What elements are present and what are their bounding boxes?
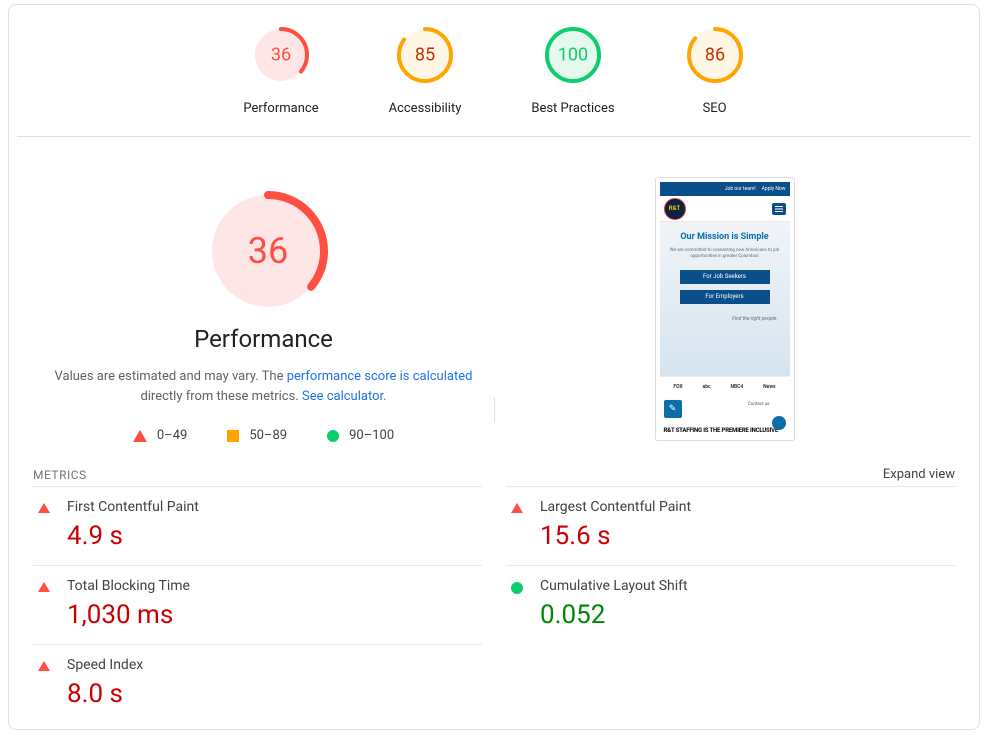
legend-triangle: 0–49 xyxy=(133,428,187,443)
triangle-icon xyxy=(38,582,50,592)
preview-logo: R&T xyxy=(664,198,686,220)
preview-logo-item: FOX xyxy=(673,384,682,390)
gauge-accessibility-label: Accessibility xyxy=(389,101,462,116)
page-screenshot: Job our team! Apply Now R&T Our Mission … xyxy=(655,177,795,441)
legend-label: 50–89 xyxy=(249,428,287,443)
preview-topbar: Job our team! Apply Now xyxy=(660,182,790,196)
metric-status-icon xyxy=(37,503,51,513)
metrics-header: METRICS Expand view xyxy=(9,459,979,486)
score-legend: 0–49 50–89 90–100 xyxy=(133,428,394,443)
svg-text:100: 100 xyxy=(558,45,588,66)
square-icon xyxy=(227,430,239,442)
metric-value: 1,030 ms xyxy=(67,600,190,630)
gauge-performance-label: Performance xyxy=(243,101,318,116)
metric-status-icon xyxy=(37,661,51,671)
gauge-best-practices[interactable]: 100 Best Practices xyxy=(531,25,614,116)
circle-icon xyxy=(511,582,523,594)
screenshot-preview-column: Job our team! Apply Now R&T Our Mission … xyxy=(494,167,955,443)
legend-square: 50–89 xyxy=(227,428,287,443)
metric-status-icon xyxy=(37,582,51,592)
metrics-section-title: METRICS xyxy=(33,468,87,482)
gauge-performance[interactable]: 36 Performance xyxy=(243,25,318,116)
desc-text: Values are estimated and may vary. The xyxy=(55,369,287,384)
preview-logo-item: abc xyxy=(703,384,711,390)
metric-name: Cumulative Layout Shift xyxy=(540,578,688,594)
preview-logo-item: News xyxy=(763,384,775,390)
performance-summary: 36 Performance Values are estimated and … xyxy=(33,167,494,443)
triangle-icon xyxy=(511,503,523,513)
preview-chat-icon xyxy=(772,416,786,430)
gauge-accessibility-ring: 85 xyxy=(395,25,455,89)
metric-value: 0.052 xyxy=(540,600,688,630)
metric-total-blocking-time[interactable]: Total Blocking Time 1,030 ms xyxy=(33,565,482,644)
svg-text:36: 36 xyxy=(271,45,291,66)
metric-largest-contentful-paint[interactable]: Largest Contentful Paint 15.6 s xyxy=(506,486,955,565)
preview-header: R&T xyxy=(660,196,790,222)
performance-big-gauge: 36 xyxy=(204,187,324,307)
preview-logo-item: NBC4 xyxy=(730,384,743,390)
category-gauges-row: 36 Performance 85 Accessibility 100 Best… xyxy=(17,25,971,137)
preview-footer: ✎ Contact us R&T STAFFING IS THE PREMIER… xyxy=(660,396,790,436)
vertical-divider xyxy=(494,397,495,423)
desc-text-2: directly from these metrics. xyxy=(140,389,302,404)
svg-text:85: 85 xyxy=(415,45,435,66)
preview-contact: Contact us xyxy=(748,402,770,407)
preview-topbar-left: Job our team! xyxy=(725,186,756,192)
metric-value: 15.6 s xyxy=(540,521,691,551)
preview-topbar-right: Apply Now xyxy=(762,186,786,192)
gauge-best-practices-ring: 100 xyxy=(543,25,603,89)
gauge-best-practices-label: Best Practices xyxy=(531,101,614,116)
metric-cumulative-layout-shift[interactable]: Cumulative Layout Shift 0.052 xyxy=(506,565,955,644)
metric-value: 8.0 s xyxy=(67,679,143,709)
preview-btn-2: For Employers xyxy=(680,290,770,304)
metric-speed-index[interactable]: Speed Index 8.0 s xyxy=(33,644,482,723)
preview-btn-1: For Job Seekers xyxy=(680,270,770,284)
metric-value: 4.9 s xyxy=(67,521,199,551)
metric-name: Speed Index xyxy=(67,657,143,673)
gauge-accessibility[interactable]: 85 Accessibility xyxy=(389,25,462,116)
gauge-seo-label: SEO xyxy=(703,101,727,116)
preview-edit-icon: ✎ xyxy=(664,400,682,418)
metric-name: Total Blocking Time xyxy=(67,578,190,594)
preview-headline: R&T STAFFING IS THE PREMIERE INCLUSIVE xyxy=(664,427,779,434)
performance-description: Values are estimated and may vary. The p… xyxy=(54,367,474,406)
preview-tagline: Find the right people. xyxy=(732,316,777,322)
svg-text:86: 86 xyxy=(704,45,724,66)
metric-first-contentful-paint[interactable]: First Contentful Paint 4.9 s xyxy=(33,486,482,565)
screenshot-content: Job our team! Apply Now R&T Our Mission … xyxy=(660,182,790,436)
metric-name: Largest Contentful Paint xyxy=(540,499,691,515)
preview-hero: Our Mission is Simple We are committed t… xyxy=(660,222,790,376)
gauge-performance-ring: 36 xyxy=(251,25,311,89)
expand-view-link[interactable]: Expand view xyxy=(883,467,955,482)
triangle-icon xyxy=(133,430,147,442)
preview-hero-subtitle: We are committed to connecting new Ameri… xyxy=(666,248,784,260)
score-calculated-link[interactable]: performance score is calculated xyxy=(287,369,473,384)
legend-label: 0–49 xyxy=(157,428,187,443)
triangle-icon xyxy=(38,503,50,513)
report-container: 36 Performance 85 Accessibility 100 Best… xyxy=(8,4,980,730)
see-calculator-link[interactable]: See calculator. xyxy=(302,389,387,404)
triangle-icon xyxy=(38,661,50,671)
metric-name: First Contentful Paint xyxy=(67,499,199,515)
performance-section: 36 Performance Values are estimated and … xyxy=(9,137,979,453)
gauge-seo-ring: 86 xyxy=(685,25,745,89)
metric-status-icon xyxy=(510,582,524,594)
preview-logos-row: FOX abc NBC4 News xyxy=(660,376,790,396)
gauge-seo[interactable]: 86 SEO xyxy=(685,25,745,116)
svg-text:36: 36 xyxy=(247,230,287,272)
preview-hero-title: Our Mission is Simple xyxy=(680,232,768,242)
preview-menu-icon xyxy=(772,203,786,215)
circle-icon xyxy=(327,430,339,442)
legend-label: 90–100 xyxy=(349,428,394,443)
metric-status-icon xyxy=(510,503,524,513)
performance-title: Performance xyxy=(194,325,333,353)
metrics-grid: First Contentful Paint 4.9 s Largest Con… xyxy=(9,486,979,733)
legend-circle: 90–100 xyxy=(327,428,394,443)
